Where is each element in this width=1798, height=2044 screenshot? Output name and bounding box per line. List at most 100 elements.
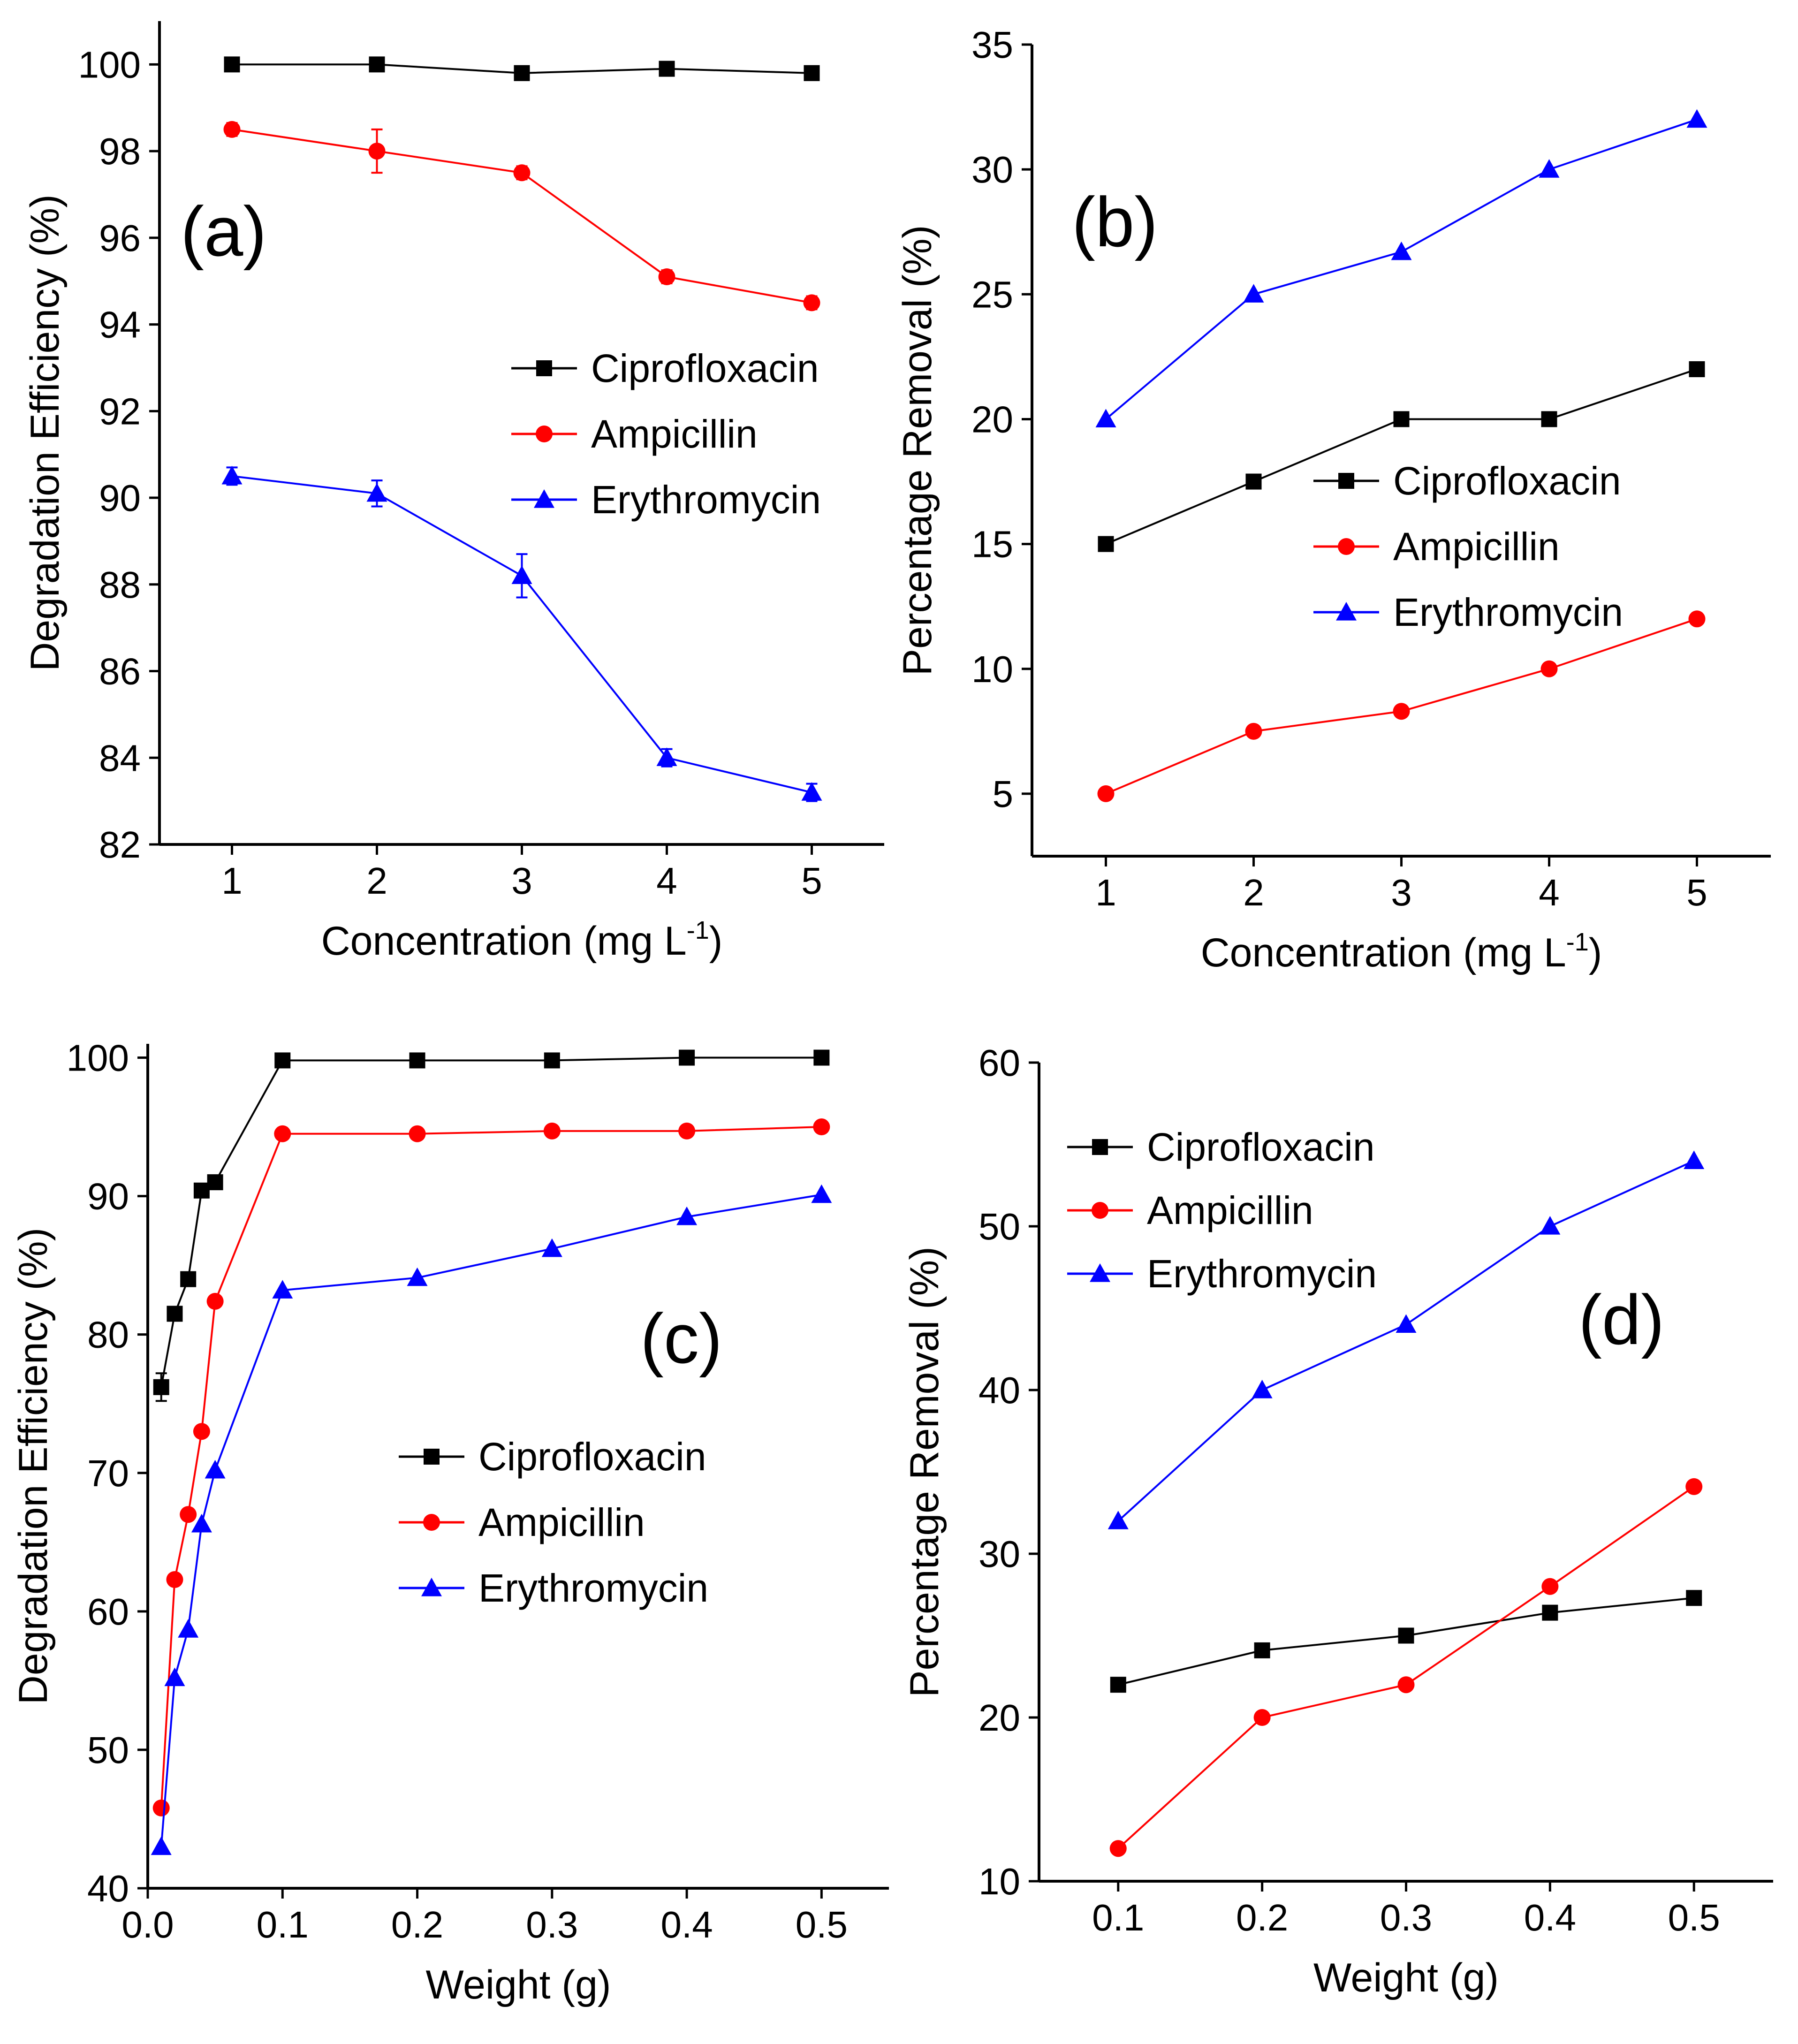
data-point xyxy=(1108,1511,1129,1529)
y-tick-label: 100 xyxy=(67,1037,129,1079)
x-tick-label: 5 xyxy=(1686,872,1707,913)
x-tick-label: 2 xyxy=(1243,872,1264,913)
data-point xyxy=(1540,1216,1561,1235)
data-point xyxy=(180,1506,197,1523)
data-point xyxy=(801,782,822,801)
legend-entry-ampicillin: Ampicillin xyxy=(511,412,758,456)
x-tick-label: 0.1 xyxy=(257,1904,309,1945)
y-tick-label: 70 xyxy=(87,1452,129,1494)
series-line xyxy=(160,1193,822,1847)
data-point xyxy=(1689,361,1705,377)
series-ampicillin xyxy=(152,1118,830,1816)
series-erythromycin xyxy=(151,1184,832,1855)
panel-label: (c) xyxy=(640,1299,722,1378)
data-point xyxy=(164,1667,185,1687)
data-point xyxy=(679,1049,695,1066)
data-point xyxy=(1541,411,1557,427)
legend-marker xyxy=(424,1449,440,1465)
y-tick-label: 100 xyxy=(78,44,141,85)
x-tick-label: 1 xyxy=(221,860,243,902)
legend-label: Ciprofloxacin xyxy=(1393,459,1621,503)
chart-panel-d: 10 20 30 40 50 60 0.1 0.2 0.3 0.4 0.5 Weight (g) Per… xyxy=(902,1042,1773,2000)
series-erythromycin xyxy=(221,465,822,802)
data-point xyxy=(1245,473,1262,490)
legend-entry-ciprofloxacin: Ciprofloxacin xyxy=(1067,1125,1375,1169)
data-point xyxy=(813,1118,830,1136)
y-tick-label: 40 xyxy=(87,1868,129,1909)
legend-label: Erythromycin xyxy=(1147,1252,1377,1296)
data-point xyxy=(656,747,677,766)
chart-panel-a: 82 84 86 88 90 92 94 96 98 100 1 2 3 4 5 Concentration … xyxy=(23,21,884,964)
series-line xyxy=(160,1126,822,1808)
panel-label: (a) xyxy=(181,192,266,271)
legend-marker xyxy=(536,360,552,376)
series-ciprofloxacin xyxy=(1098,361,1705,552)
data-point xyxy=(1252,1380,1273,1398)
y-tick-label: 10 xyxy=(979,1861,1020,1902)
legend-marker xyxy=(1338,473,1354,489)
y-tick-label: 50 xyxy=(87,1729,129,1771)
data-point xyxy=(1539,159,1560,178)
data-point xyxy=(514,65,530,81)
legend-label: Ampicillin xyxy=(478,1500,645,1544)
legend-entry-ciprofloxacin: Ciprofloxacin xyxy=(511,346,819,390)
chart-panel-b: 5 10 15 20 25 30 35 1 2 3 4 5 Concentration (mg L-1)… xyxy=(895,24,1771,975)
x-tick-label: 0.5 xyxy=(796,1904,848,1945)
data-point xyxy=(274,1125,291,1142)
x-tick-label: 4 xyxy=(656,860,677,902)
series-ciprofloxacin xyxy=(224,56,820,81)
legend-marker xyxy=(423,1514,440,1531)
data-point xyxy=(1542,1604,1558,1621)
data-point xyxy=(1397,1676,1415,1694)
data-point xyxy=(207,1174,223,1191)
y-tick-label: 88 xyxy=(99,564,141,606)
y-tick-label: 82 xyxy=(99,824,141,866)
series-ampicillin xyxy=(1097,610,1706,802)
y-tick-label: 86 xyxy=(99,651,141,692)
data-point xyxy=(409,1125,426,1142)
series-line xyxy=(160,1056,822,1388)
data-point xyxy=(1253,1709,1271,1726)
y-tick-label: 92 xyxy=(99,390,141,432)
legend-marker xyxy=(536,426,553,442)
x-axis-title: Weight (g) xyxy=(1313,1955,1499,2000)
y-tick-label: 20 xyxy=(971,398,1013,440)
x-tick-label: 0.2 xyxy=(391,1904,443,1945)
data-point xyxy=(167,1306,183,1322)
data-point xyxy=(368,143,386,160)
legend-marker xyxy=(1092,1139,1108,1155)
series-line xyxy=(1105,368,1698,545)
data-point xyxy=(804,65,820,81)
y-tick-label: 84 xyxy=(99,737,141,779)
y-tick-label: 50 xyxy=(979,1206,1020,1247)
data-point xyxy=(272,1280,293,1299)
legend-entry-ampicillin: Ampicillin xyxy=(399,1500,645,1544)
data-point xyxy=(1688,610,1706,628)
y-tick-label: 10 xyxy=(971,648,1013,690)
x-tick-label: 0.3 xyxy=(1380,1897,1432,1938)
legend-marker xyxy=(1338,538,1355,555)
data-point xyxy=(152,1799,170,1816)
data-point xyxy=(1398,1627,1414,1644)
legend-label: Erythromycin xyxy=(478,1566,708,1610)
legend-marker xyxy=(1090,1263,1110,1282)
legend-label: Ciprofloxacin xyxy=(591,346,819,390)
legend-entry-erythromycin: Erythromycin xyxy=(399,1566,708,1610)
data-point xyxy=(813,1049,830,1066)
data-point xyxy=(274,1052,291,1069)
data-point xyxy=(1391,241,1412,260)
data-point xyxy=(1684,1150,1705,1169)
y-tick-label: 90 xyxy=(87,1176,129,1217)
data-point xyxy=(1686,1590,1702,1606)
x-tick-label: 2 xyxy=(366,860,387,902)
x-axis-title: Concentration (mg L-1) xyxy=(1201,928,1602,975)
data-point xyxy=(811,1184,832,1203)
legend-label: Ampicillin xyxy=(591,412,758,456)
x-tick-label: 0.4 xyxy=(1524,1897,1576,1938)
y-axis-title: Percentage Removal (%) xyxy=(895,225,940,676)
x-tick-label: 0.1 xyxy=(1092,1897,1144,1938)
x-tick-label: 5 xyxy=(801,860,822,902)
legend-marker xyxy=(1336,602,1357,621)
series-ciprofloxacin xyxy=(1110,1590,1702,1693)
data-point xyxy=(193,1182,210,1199)
